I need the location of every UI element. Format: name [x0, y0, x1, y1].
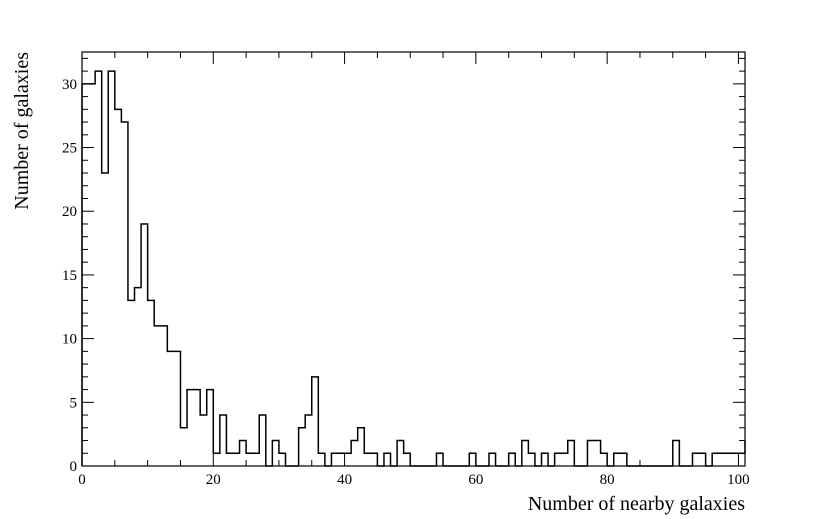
histogram-bin	[200, 415, 207, 466]
histogram-bin	[436, 453, 443, 466]
histogram-bin	[115, 109, 122, 466]
y-axis-label: Number of galaxies	[11, 52, 33, 210]
histogram-bin	[312, 377, 319, 466]
histogram-bin	[279, 453, 286, 466]
plot-frame	[81, 51, 746, 467]
histogram-bin	[364, 453, 371, 466]
x-tick-label: 80	[600, 472, 615, 488]
histogram-bin	[82, 84, 89, 466]
histogram-bins	[82, 71, 745, 466]
histogram-bin	[555, 453, 562, 466]
histogram-bin	[528, 453, 535, 466]
histogram-bin	[620, 453, 627, 466]
histogram-bin	[699, 453, 706, 466]
histogram-bin	[135, 288, 142, 466]
histogram-bin	[345, 453, 352, 466]
histogram-bin	[614, 453, 621, 466]
histogram-bin	[404, 453, 411, 466]
histogram-bin	[154, 326, 161, 466]
histogram-bin	[338, 453, 345, 466]
y-tick-label: 30	[62, 77, 77, 93]
histogram-bin	[318, 453, 325, 466]
histogram-bin	[568, 441, 575, 466]
histogram-bin	[692, 453, 699, 466]
y-tick-label: 10	[62, 332, 77, 348]
histogram-bin	[180, 428, 187, 466]
histogram-bin	[240, 441, 247, 466]
histogram-bin	[148, 300, 155, 466]
histogram-bin	[522, 441, 529, 466]
y-tick-label: 15	[62, 268, 77, 284]
histogram-outline	[81, 70, 746, 467]
histogram-bin	[509, 453, 516, 466]
histogram-bin	[226, 453, 233, 466]
y-tick-label: 25	[62, 141, 77, 157]
histogram-bin	[738, 453, 745, 466]
histogram-bin	[601, 453, 608, 466]
histogram-bin	[397, 441, 404, 466]
x-tick-label: 0	[78, 472, 86, 488]
histogram-bin	[233, 453, 240, 466]
histogram-bin	[167, 351, 174, 466]
x-tick-label: 60	[468, 472, 483, 488]
histogram-bin	[673, 441, 680, 466]
histogram-bin	[351, 441, 358, 466]
histogram-bin	[732, 453, 739, 466]
histogram-bin	[542, 453, 549, 466]
histogram-bin	[161, 326, 168, 466]
histogram-bin	[259, 415, 266, 466]
histogram-bin	[141, 224, 148, 466]
y-tick-labels: 0 5 10 15 20 25 30	[62, 77, 77, 475]
histogram-bin	[207, 390, 214, 466]
histogram-bin	[725, 453, 732, 466]
histogram-bin	[213, 453, 220, 466]
x-tick-label: 100	[727, 472, 750, 488]
x-tick-labels: 0 20 40 60 80 100	[78, 472, 749, 488]
y-tick-label: 0	[70, 459, 78, 475]
x-tick-label: 20	[206, 472, 221, 488]
histogram-bin	[95, 71, 102, 466]
histogram-bin	[719, 453, 726, 466]
histogram-bin	[253, 453, 260, 466]
x-tick-label: 40	[337, 472, 352, 488]
histogram-bin	[371, 453, 378, 466]
histogram-bin	[187, 390, 194, 466]
histogram-bin	[358, 428, 365, 466]
histogram-bin	[128, 300, 135, 466]
y-tick-label: 20	[62, 204, 77, 220]
histogram-bin	[712, 453, 719, 466]
histogram-bin	[220, 415, 227, 466]
histogram-bin	[194, 390, 201, 466]
histogram-bin	[594, 441, 601, 466]
histogram-bin	[469, 453, 476, 466]
y-tick-label: 5	[70, 395, 78, 411]
histogram-bin	[121, 122, 128, 466]
histogram-bin	[305, 415, 312, 466]
histogram-bin	[331, 453, 338, 466]
histogram-bin	[102, 173, 109, 466]
tick-marks	[81, 52, 745, 467]
histogram-bin	[384, 453, 391, 466]
histogram-bin	[89, 84, 96, 466]
histogram-bin	[272, 441, 279, 466]
histogram-bin	[299, 428, 306, 466]
histogram-bin	[561, 453, 568, 466]
histogram-bin	[108, 71, 115, 466]
histogram-bin	[489, 453, 496, 466]
histogram-bin	[587, 441, 594, 466]
histogram-bin	[174, 351, 181, 466]
x-axis-label: Number of nearby galaxies	[528, 493, 745, 515]
histogram-bin	[246, 453, 253, 466]
